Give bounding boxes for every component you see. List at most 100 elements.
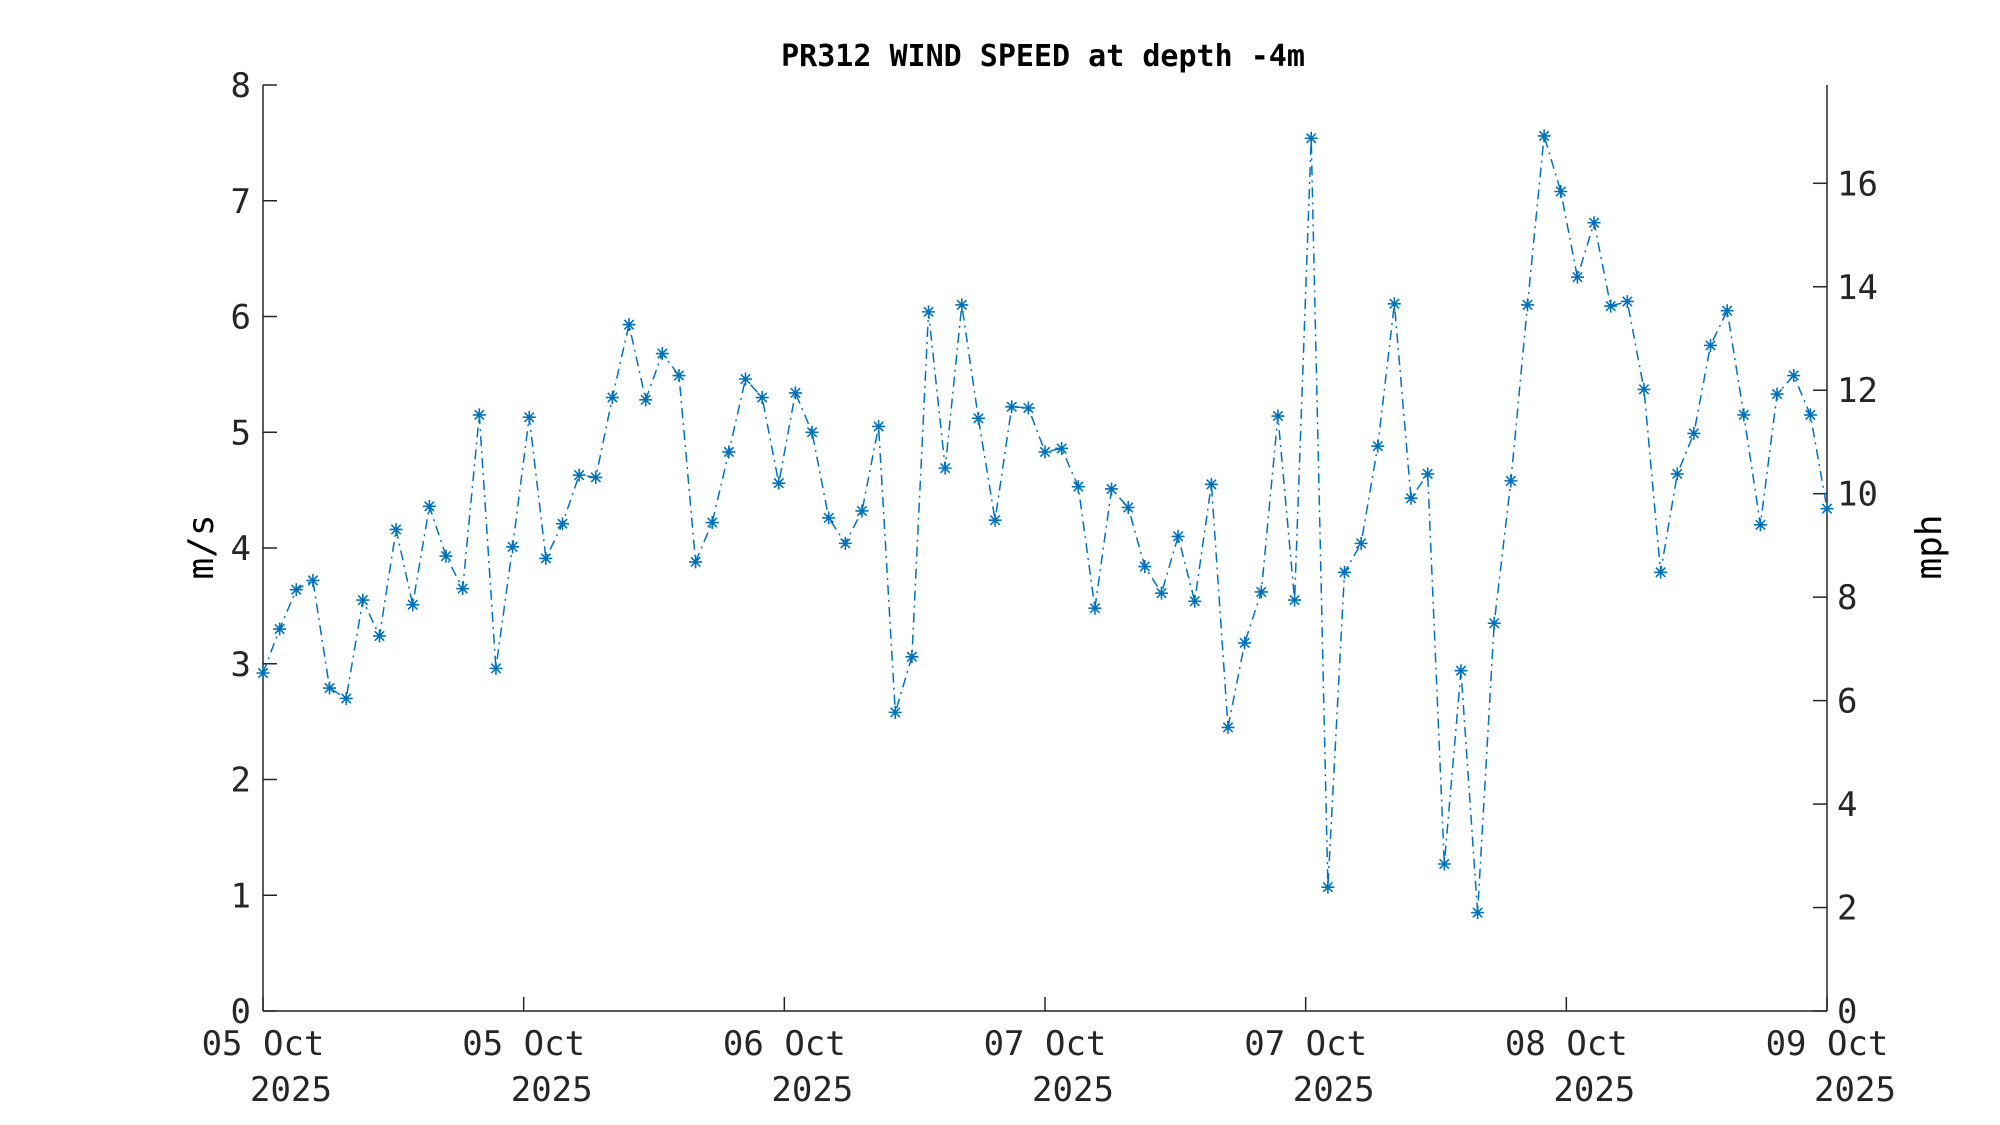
y-tick-label-left: 7 xyxy=(231,182,251,222)
y-tick-label-right: 2 xyxy=(1837,889,1857,929)
markers xyxy=(256,129,1834,920)
x-tick-label-year: 2025 xyxy=(511,1070,593,1110)
data-point-marker xyxy=(339,691,353,705)
data-point-marker xyxy=(1038,445,1052,459)
x-tick-label-year: 2025 xyxy=(250,1070,332,1110)
data-point-marker xyxy=(1620,294,1634,308)
x-tick-label-date: 08 Oct xyxy=(1505,1024,1628,1064)
data-point-marker xyxy=(888,705,902,719)
data-point-marker xyxy=(506,540,520,554)
data-point-marker xyxy=(522,410,536,424)
data-point-marker xyxy=(1737,408,1751,422)
data-point-marker xyxy=(356,593,370,607)
x-tick-label-year: 2025 xyxy=(771,1070,853,1110)
data-point-marker xyxy=(1504,474,1518,488)
data-point-marker xyxy=(1321,880,1335,894)
data-point-marker xyxy=(1055,441,1069,455)
data-point-marker xyxy=(805,425,819,439)
y-tick-label-left: 8 xyxy=(231,66,251,106)
data-point-marker xyxy=(1105,482,1119,496)
x-tick-label-date: 07 Oct xyxy=(1244,1024,1367,1064)
data-point-marker xyxy=(1387,297,1401,311)
data-point-marker xyxy=(406,598,420,612)
data-point-marker xyxy=(822,511,836,525)
data-point-marker xyxy=(1088,601,1102,615)
y-ticks-left: 0 1 2 3 4 5 6 7 8 xyxy=(231,66,277,1032)
data-point-marker xyxy=(372,629,386,643)
data-point-marker xyxy=(1554,184,1568,198)
data-point-marker xyxy=(772,476,786,490)
data-point-marker xyxy=(655,347,669,361)
data-point-marker xyxy=(639,393,653,407)
data-point-marker xyxy=(422,499,436,513)
data-point-marker xyxy=(788,386,802,400)
data-point-marker xyxy=(1254,585,1268,599)
x-tick-label-year: 2025 xyxy=(1553,1070,1635,1110)
data-point-marker xyxy=(1670,467,1684,481)
y-tick-label-right: 6 xyxy=(1837,682,1857,722)
data-point-marker xyxy=(755,391,769,405)
data-point-marker xyxy=(605,391,619,405)
data-point-marker xyxy=(1704,338,1718,352)
data-point-marker xyxy=(1221,720,1235,734)
data-point-marker xyxy=(306,573,320,587)
data-point-marker xyxy=(589,470,603,484)
y-tick-label-right: 4 xyxy=(1837,785,1857,825)
x-tick-label-year: 2025 xyxy=(1814,1070,1896,1110)
data-point-marker xyxy=(1487,616,1501,630)
data-point-marker xyxy=(1071,480,1085,494)
data-point-marker xyxy=(1720,304,1734,318)
data-point-marker xyxy=(1238,636,1252,650)
data-point-marker xyxy=(1454,664,1468,678)
data-point-marker xyxy=(855,504,869,518)
data-point-marker xyxy=(922,305,936,319)
data-point-marker xyxy=(938,461,952,475)
data-point-marker xyxy=(323,681,337,695)
data-point-marker xyxy=(1288,593,1302,607)
data-point-marker xyxy=(1570,270,1584,284)
x-tick-label-date: 05 Oct xyxy=(202,1024,325,1064)
data-point-marker xyxy=(838,536,852,550)
data-point-marker xyxy=(1121,500,1135,514)
data-point-marker xyxy=(905,650,919,664)
data-point-marker xyxy=(971,411,985,425)
x-tick-label-date: 06 Oct xyxy=(723,1024,846,1064)
data-point-marker xyxy=(1654,565,1668,579)
data-point-marker xyxy=(1005,400,1019,414)
data-point-marker xyxy=(872,419,886,433)
data-point-marker xyxy=(389,522,403,536)
data-point-marker xyxy=(622,318,636,332)
data-point-marker xyxy=(1803,408,1817,422)
data-point-marker xyxy=(456,582,470,596)
data-point-marker xyxy=(1637,382,1651,396)
data-point-marker xyxy=(472,408,486,422)
data-point-marker xyxy=(555,517,569,531)
data-point-marker xyxy=(1271,409,1285,423)
data-point-marker xyxy=(1587,216,1601,230)
data-point-marker xyxy=(1770,387,1784,401)
x-tick-label-date: 05 Oct xyxy=(462,1024,585,1064)
chart-title: PR312 WIND SPEED at depth -4m xyxy=(781,39,1305,74)
y-tick-label-left: 0 xyxy=(231,992,251,1032)
series-line xyxy=(262,135,1828,913)
x-tick-label-year: 2025 xyxy=(1032,1070,1114,1110)
data-point-marker xyxy=(1371,439,1385,453)
x-tick-label-date: 07 Oct xyxy=(984,1024,1107,1064)
data-point-marker xyxy=(1204,477,1218,491)
data-point-marker xyxy=(1138,560,1152,574)
data-point-marker xyxy=(572,468,586,482)
x-tick-label-date: 09 Oct xyxy=(1766,1024,1889,1064)
data-point-marker xyxy=(1188,594,1202,608)
plot-area xyxy=(256,129,1834,920)
y-tick-label-left: 6 xyxy=(231,298,251,338)
data-point-marker xyxy=(1154,586,1168,600)
data-point-marker xyxy=(1820,502,1834,516)
y-tick-label-left: 3 xyxy=(231,645,251,685)
data-point-marker xyxy=(1354,536,1368,550)
y-tick-label-right: 14 xyxy=(1837,268,1878,308)
x-tick-label-year: 2025 xyxy=(1293,1070,1375,1110)
data-point-marker xyxy=(955,298,969,312)
data-point-marker xyxy=(689,555,703,569)
data-point-marker xyxy=(705,516,719,530)
